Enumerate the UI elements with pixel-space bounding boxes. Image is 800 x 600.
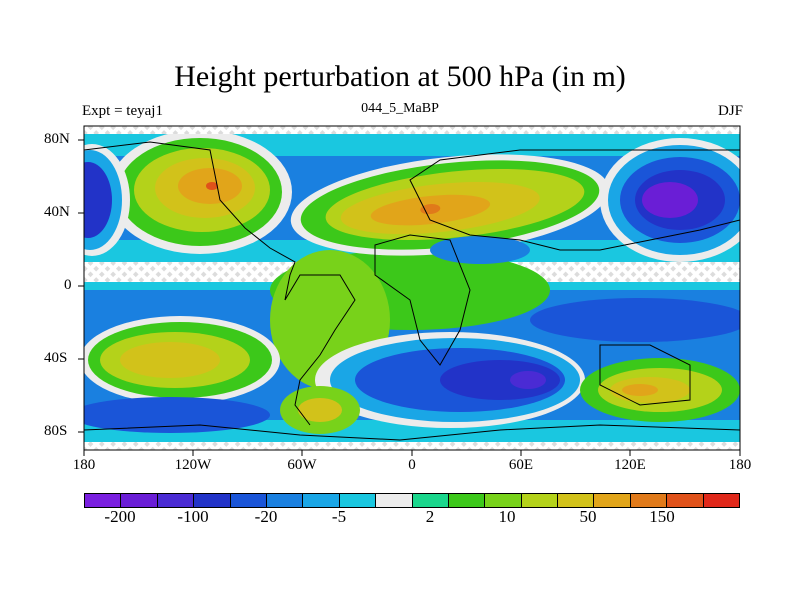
colorbar-box — [303, 494, 340, 507]
pacific-equator-stipple — [100, 262, 220, 278]
nwpac-low-core — [642, 182, 698, 218]
colorbar — [84, 493, 740, 508]
coast-africa — [374, 234, 471, 366]
colorbar-label: -20 — [254, 507, 278, 526]
colorbar-box — [194, 494, 231, 507]
colorbar-label: 2 — [425, 507, 435, 526]
colorbar-box — [157, 494, 195, 507]
colorbar-box — [558, 494, 595, 507]
colorbar-label: -100 — [177, 507, 209, 526]
colorbar-label: 50 — [579, 507, 597, 526]
colorbar-box — [485, 494, 522, 507]
colorbar-box — [521, 494, 559, 507]
colorbar-label: -5 — [331, 507, 347, 526]
colorbar-box — [630, 494, 668, 507]
period-label: 044_5_MaBP — [361, 101, 439, 116]
colorbar-box — [230, 494, 267, 507]
colorbar-label: -200 — [104, 507, 136, 526]
au-high-orange — [622, 384, 658, 396]
colorbar-box — [412, 494, 449, 507]
lon-label: 120E — [614, 457, 646, 473]
south-edge-stipple — [84, 442, 740, 450]
lon-label: 120W — [174, 457, 212, 473]
colorbar-box — [703, 494, 740, 507]
lon-label: 180 — [72, 457, 96, 473]
coast-antarctica — [84, 424, 740, 441]
colorbar-box — [121, 494, 158, 507]
chart-title: Height perturbation at 500 hPa (in m) — [174, 60, 626, 93]
colorbar-label: 150 — [649, 507, 675, 526]
colorbar-box — [85, 494, 122, 507]
colorbar-box — [594, 494, 631, 507]
lat-label: 0 — [64, 277, 72, 293]
west-pac-stipple — [590, 262, 730, 278]
lon-label: 0 — [408, 457, 416, 473]
colorbar-box — [266, 494, 304, 507]
coast-south-america — [284, 274, 356, 426]
lon-label: 180 — [728, 457, 752, 473]
coast-eurasia — [409, 149, 740, 251]
axis-ticks — [78, 139, 741, 456]
colorbar-label: 10 — [498, 507, 516, 526]
coast-australia — [599, 344, 691, 406]
atl-high-gold — [298, 398, 342, 422]
lon-label: 60W — [287, 457, 317, 473]
experiment-label: Expt = teyaj1 — [82, 103, 163, 119]
np-high-max — [206, 182, 218, 190]
lat-label: 80N — [44, 131, 70, 147]
arabia-low — [430, 236, 530, 264]
season-label: DJF — [717, 103, 743, 119]
sp-high-gold — [120, 342, 220, 378]
colorbar-box — [339, 494, 377, 507]
lon-label: 60E — [508, 457, 534, 473]
so-low-core — [510, 371, 546, 389]
so-west-blue — [84, 397, 270, 433]
colorbar-box — [376, 494, 413, 507]
contour-field — [84, 126, 740, 450]
alaska-low-core — [84, 162, 112, 238]
colorbar-box — [667, 494, 704, 507]
spac-blue-band — [530, 298, 740, 342]
so-low-dark — [440, 360, 560, 400]
lat-label: 80S — [44, 423, 68, 439]
coast-north-america — [84, 141, 296, 301]
north-edge-stipple — [84, 126, 740, 134]
coastlines — [84, 141, 740, 441]
lat-label: 40N — [44, 204, 70, 220]
colorbar-box — [448, 494, 486, 507]
lat-label: 40S — [44, 350, 68, 366]
